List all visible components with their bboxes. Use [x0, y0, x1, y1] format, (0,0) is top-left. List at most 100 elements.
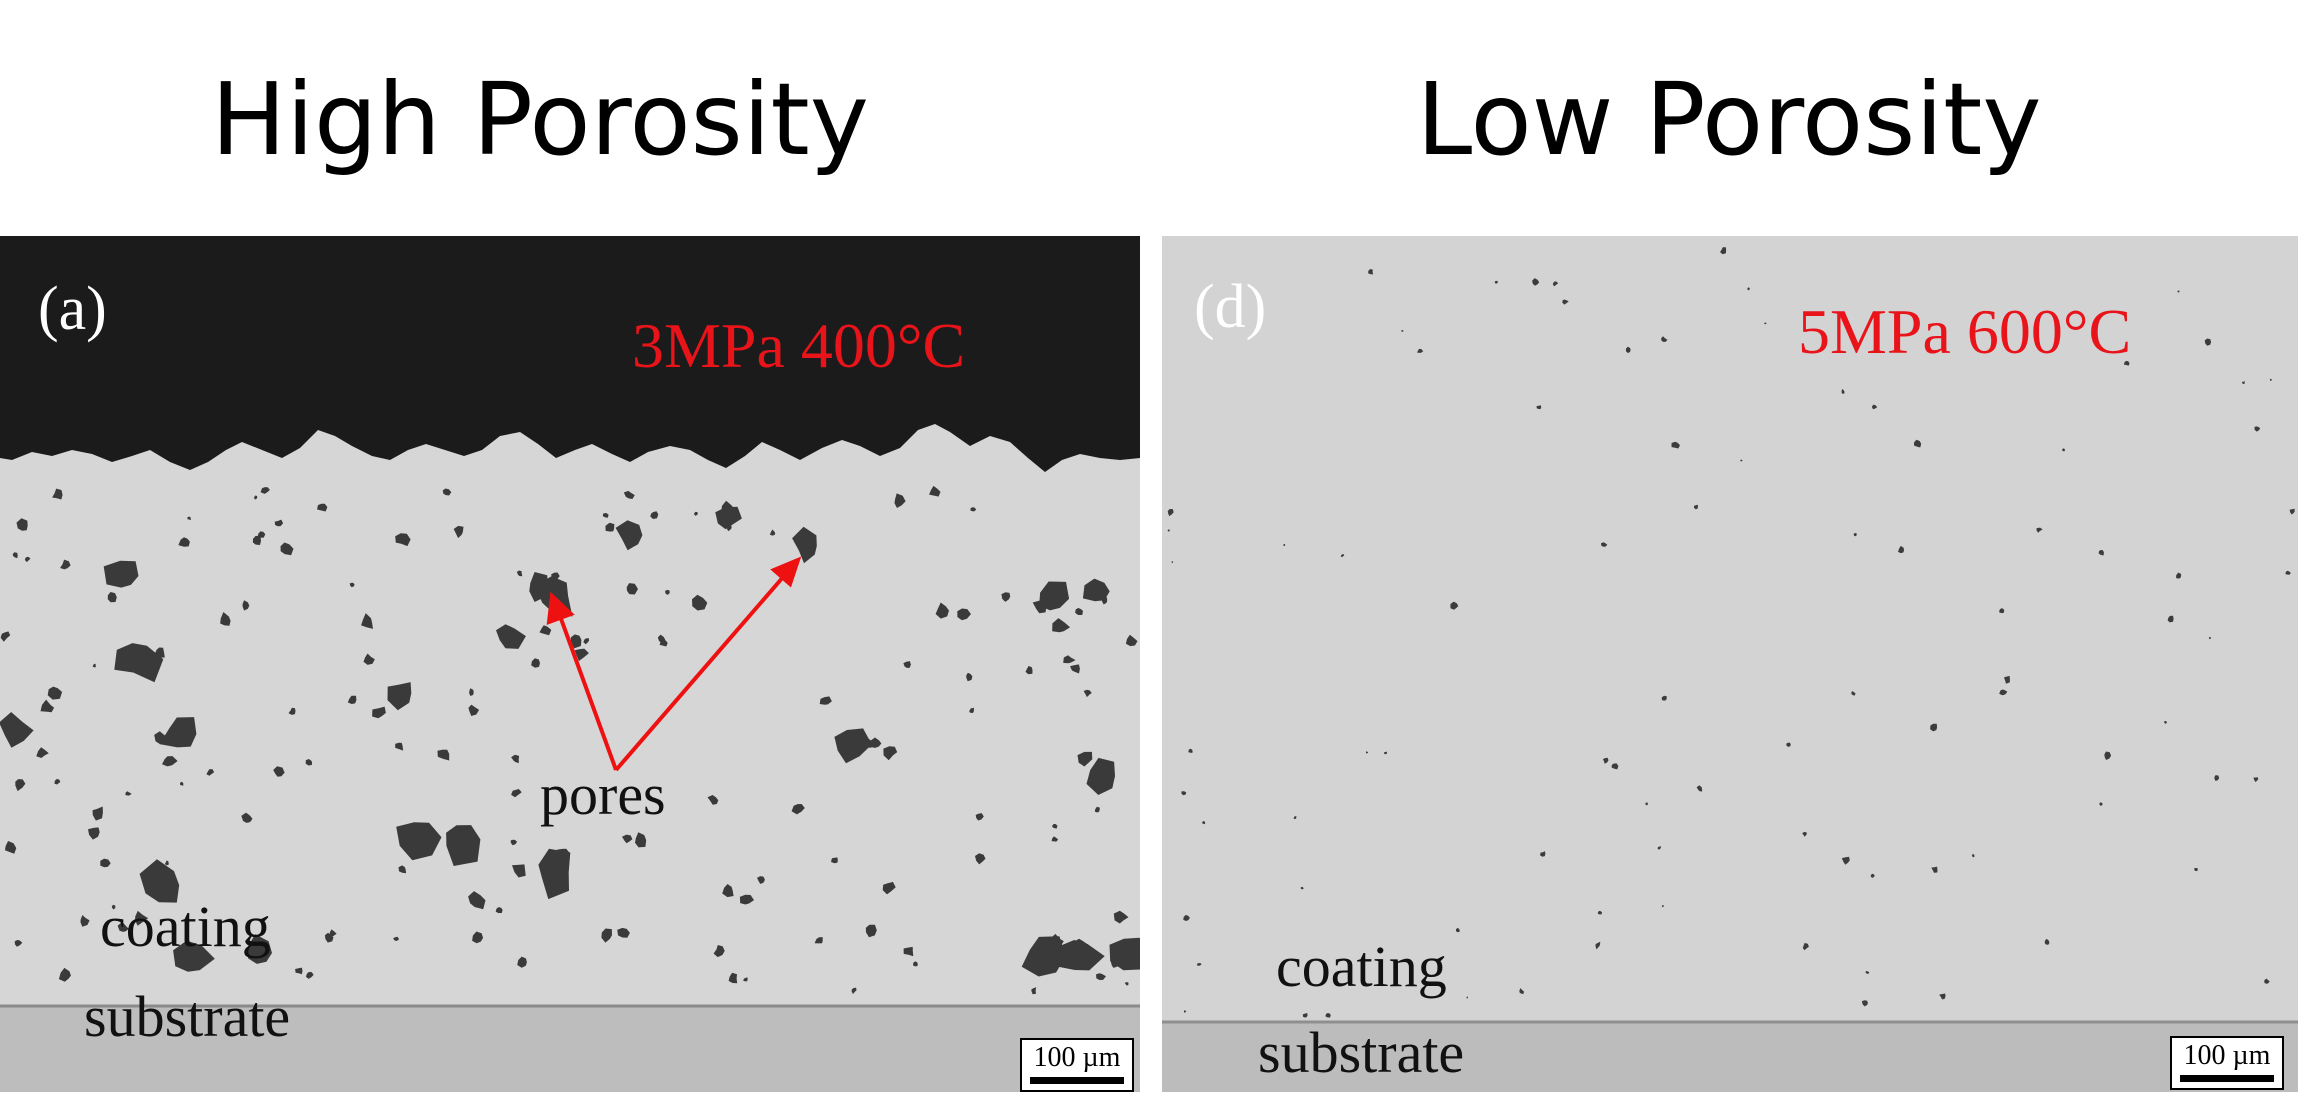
pore: [894, 493, 906, 508]
pore: [220, 612, 231, 626]
substrate-label-d: substrate: [1258, 1020, 1465, 1085]
pore: [556, 848, 570, 859]
pore: [883, 746, 898, 761]
pore: [2176, 572, 2182, 579]
pore: [1167, 529, 1170, 532]
pore: [1661, 695, 1667, 701]
pore: [739, 894, 754, 905]
pore: [2044, 938, 2050, 945]
pore: [728, 972, 738, 984]
pore: [1540, 851, 1546, 857]
pore: [247, 934, 272, 964]
pore: [1293, 816, 1297, 819]
pore: [495, 907, 503, 914]
pore: [468, 704, 480, 716]
pore: [1671, 441, 1680, 449]
pore: [2214, 775, 2220, 781]
pore: [1181, 791, 1187, 796]
scale-bar-a: 100 µm: [1020, 1038, 1134, 1092]
pore: [242, 600, 250, 611]
pore: [58, 967, 71, 982]
pore: [511, 789, 522, 798]
pore: [1300, 886, 1304, 890]
pore: [1086, 757, 1115, 795]
pore: [1841, 856, 1850, 865]
coating-label-a: coating: [100, 894, 271, 959]
pore: [1625, 346, 1631, 354]
pore: [2104, 751, 2112, 760]
micrograph-panel-a: (a) 3MPa 400°C pores coating substrate 1…: [0, 236, 1140, 1092]
pore: [1021, 936, 1066, 977]
pore: [1083, 689, 1092, 698]
pore: [512, 864, 526, 878]
pore: [1052, 618, 1071, 633]
micrograph-image-d: [1162, 236, 2298, 1092]
pore: [1657, 846, 1661, 850]
pore-arrows: [546, 556, 802, 772]
pore: [975, 813, 984, 821]
pore: [252, 535, 261, 545]
pore: [1466, 996, 1468, 999]
pore: [329, 929, 337, 937]
pore: [1611, 763, 1619, 770]
pore: [52, 488, 63, 500]
pore: [347, 695, 357, 704]
substrate-label-a: substrate: [84, 984, 291, 1049]
pore: [1562, 299, 1569, 305]
pore: [159, 717, 197, 748]
pore: [2036, 527, 2043, 533]
pore: [2194, 868, 2198, 872]
pore: [88, 827, 100, 840]
pore: [206, 769, 215, 776]
pore: [1601, 542, 1608, 547]
pore: [1063, 655, 1076, 664]
pore: [2253, 777, 2259, 783]
pore: [2264, 978, 2270, 984]
pore: [517, 956, 527, 968]
pore: [694, 511, 698, 516]
pore: [935, 602, 949, 619]
pore: [453, 525, 464, 539]
pore: [396, 822, 442, 861]
pore: [1096, 973, 1106, 980]
pore: [1302, 1013, 1308, 1018]
pore: [114, 643, 164, 683]
pore-large: [792, 526, 817, 564]
pore: [36, 747, 49, 758]
pore: [2254, 426, 2261, 432]
scale-bar-label-a: 100 µm: [1033, 1042, 1121, 1073]
pore: [1111, 957, 1121, 968]
pore: [1031, 987, 1037, 995]
pore: [1052, 823, 1058, 829]
pore: [623, 490, 635, 499]
pore: [1861, 1000, 1868, 1007]
pore: [819, 696, 832, 705]
pore: [1202, 821, 1206, 825]
pore: [241, 812, 253, 823]
pore: [47, 686, 63, 700]
pore: [601, 928, 612, 943]
pore: [1450, 601, 1459, 610]
pore: [280, 542, 294, 556]
pore: [472, 931, 484, 944]
pore: [393, 936, 400, 941]
condition-label-a: 3MPa 400°C: [632, 310, 966, 381]
pore: [769, 529, 776, 536]
pore: [2285, 570, 2291, 575]
pore: [583, 638, 590, 645]
pore: [1786, 742, 1791, 747]
micrograph-panel-d: (d) 5MPa 600°C coating substrate 100 µm: [1162, 236, 2298, 1092]
scale-bar-line-d: [2180, 1075, 2274, 1082]
scale-bar-line-a: [1030, 1077, 1124, 1084]
pore: [1645, 802, 1648, 806]
pore: [574, 648, 589, 661]
title-high-porosity: High Porosity: [211, 61, 869, 178]
pore: [834, 728, 872, 764]
pore: [2003, 675, 2010, 684]
title-low-porosity: Low Porosity: [1416, 61, 2042, 178]
pore: [1740, 459, 1743, 462]
pore: [929, 485, 941, 497]
pore: [12, 552, 18, 559]
pore: [2204, 338, 2212, 346]
pore: [254, 495, 258, 500]
